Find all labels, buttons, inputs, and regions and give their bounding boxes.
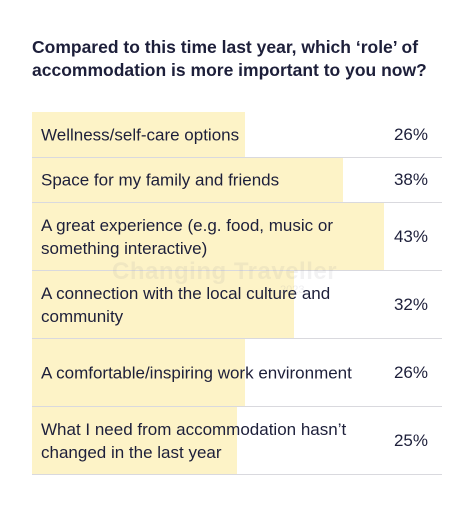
bar-row: Wellness/self-care options 26% — [32, 112, 442, 158]
bar-row: What I need from accommodation hasn’t ch… — [32, 407, 442, 475]
bar — [32, 112, 245, 157]
category-label: A comfortable/inspiring work environment — [41, 363, 352, 382]
bar-chart: Wellness/self-care options 26% Space for m… — [32, 112, 442, 475]
category-label: What I need from accommodation hasn’t ch… — [41, 419, 347, 462]
value-label: 43% — [393, 226, 428, 246]
value-label: 26% — [393, 362, 428, 382]
bar — [32, 158, 343, 202]
chart-title: Compared to this time last year, which ‘… — [32, 37, 427, 80]
bar-row: A great experience (e.g. food, music or … — [32, 203, 442, 271]
bar-row: A connection with the local culture and … — [32, 271, 442, 339]
value-label: 38% — [393, 170, 428, 189]
value-label: 32% — [393, 294, 428, 314]
bar — [32, 203, 384, 270]
bar-row: A comfortable/inspiring work environment… — [32, 339, 442, 407]
category-label: Wellness/self-care options — [41, 125, 240, 144]
bar — [32, 339, 245, 406]
category-label: A connection with the local culture and … — [41, 283, 331, 326]
category-label: Space for my family and friends — [41, 170, 280, 190]
category-label: A great experience (e.g. food, music or … — [41, 215, 333, 258]
bar-row: Space for my family and friends 38% — [32, 158, 442, 203]
bar — [32, 407, 237, 474]
value-label: 25% — [393, 430, 428, 450]
value-label: 26% — [393, 124, 428, 144]
bar — [32, 271, 294, 338]
